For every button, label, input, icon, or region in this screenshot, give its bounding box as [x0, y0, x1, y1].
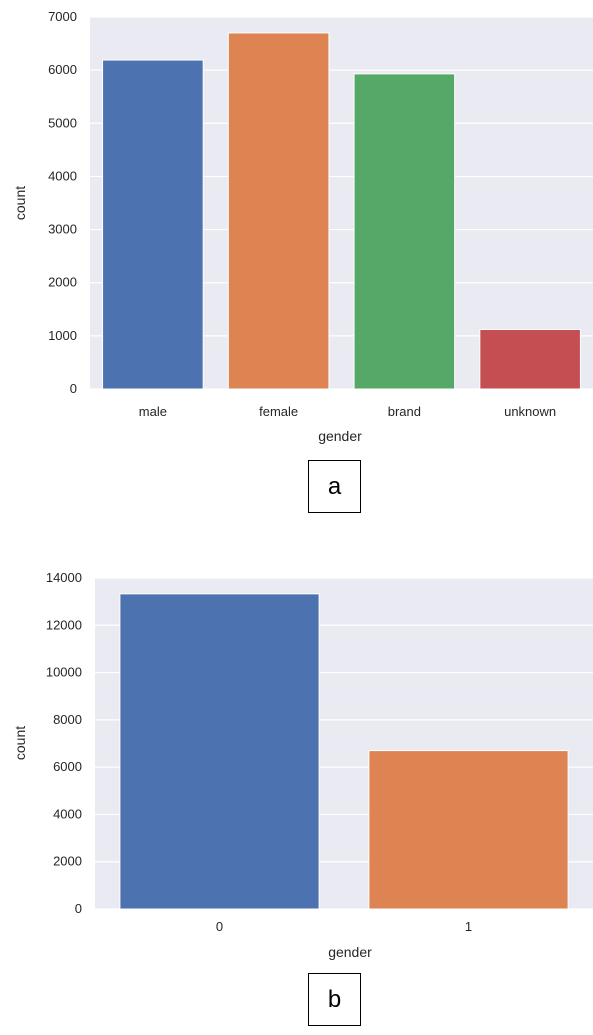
y-tick-label: 0	[75, 901, 82, 916]
bar-male	[102, 59, 204, 390]
y-tick-label: 6000	[48, 62, 77, 77]
x-tick-label: 0	[216, 919, 223, 934]
x-tick-label: female	[259, 404, 298, 419]
y-tick-label: 2000	[48, 275, 77, 290]
bars	[119, 593, 569, 910]
y-tick-label: 10000	[46, 665, 82, 680]
y-tick-label: 4000	[53, 806, 82, 821]
bar-brand	[353, 73, 456, 390]
bar-0	[119, 593, 320, 910]
bar-female	[227, 32, 330, 390]
y-tick-label: 4000	[48, 168, 77, 183]
x-axis-label: gender	[328, 944, 372, 960]
y-tick-label: 3000	[48, 222, 77, 237]
x-tick-label: 1	[465, 919, 472, 934]
y-tick-label: 2000	[53, 854, 82, 869]
y-tick-labels: 0 2000 4000 6000 8000 10000 12000 14000	[46, 570, 82, 916]
y-tick-label: 12000	[46, 617, 82, 632]
x-axis-label: gender	[318, 428, 362, 444]
y-tick-label: 0	[70, 381, 77, 396]
y-axis-label: count	[12, 726, 28, 760]
y-tick-label: 8000	[53, 712, 82, 727]
caption-a: a	[308, 460, 361, 513]
x-tick-label: brand	[388, 404, 421, 419]
y-axis-label: count	[12, 186, 28, 220]
y-tick-labels: 0 1000 2000 3000 4000 5000 6000 7000	[48, 9, 77, 396]
x-tick-label: male	[139, 404, 167, 419]
chart-a: 0 1000 2000 3000 4000 5000 6000 7000 male female…	[12, 9, 593, 444]
bar-unknown	[479, 328, 581, 390]
x-tick-labels: male female brand unknown	[139, 404, 556, 419]
y-tick-label: 6000	[53, 759, 82, 774]
y-tick-label: 1000	[48, 328, 77, 343]
y-tick-label: 5000	[48, 115, 77, 130]
y-tick-label: 7000	[48, 9, 77, 24]
bar-1	[368, 750, 569, 910]
x-tick-label: unknown	[504, 404, 556, 419]
y-tick-label: 14000	[46, 570, 82, 585]
caption-b: b	[308, 973, 361, 1026]
bars	[102, 32, 581, 390]
